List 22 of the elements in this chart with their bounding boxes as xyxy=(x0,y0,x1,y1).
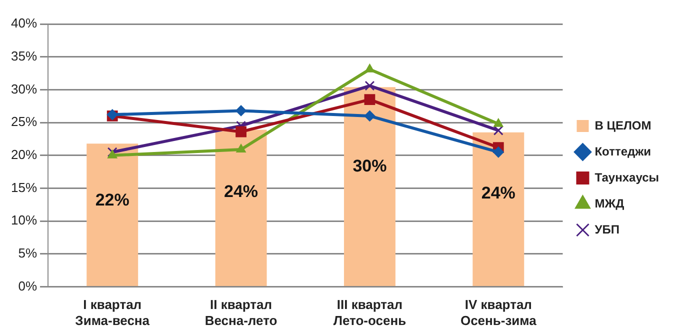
y-tick-label: 40% xyxy=(10,16,38,31)
y-tick-label: 20% xyxy=(10,146,38,162)
y-tick-label: 5% xyxy=(18,246,38,261)
x-tick-label: IV квартал Осень-зима xyxy=(460,297,538,328)
data-label: 24% xyxy=(481,184,516,203)
legend-label: Таунхаусы xyxy=(594,170,660,184)
y-tick-label: 25% xyxy=(10,114,38,130)
x-tick-label: III квартал Лето-осень xyxy=(333,297,406,328)
y-tick-label: 35% xyxy=(10,48,38,64)
legend-label: В ЦЕЛОМ xyxy=(594,118,652,132)
y-tick-label: 10% xyxy=(10,212,38,228)
legend-label: УБП xyxy=(594,222,620,236)
data-label: 22% xyxy=(95,190,130,210)
data-label: 30% xyxy=(352,156,387,176)
data-label: 24% xyxy=(224,182,258,201)
legend-label: Коттеджи xyxy=(594,144,652,158)
y-tick-label: 30% xyxy=(10,81,38,96)
legend-label: МЖД xyxy=(594,196,625,210)
y-tick-label: 15% xyxy=(10,180,38,195)
y-tick-label: 0% xyxy=(18,278,38,294)
x-tick-label: I квартал Зима-весна xyxy=(75,297,150,328)
x-tick-label: II квартал Весна-лето xyxy=(204,297,278,328)
